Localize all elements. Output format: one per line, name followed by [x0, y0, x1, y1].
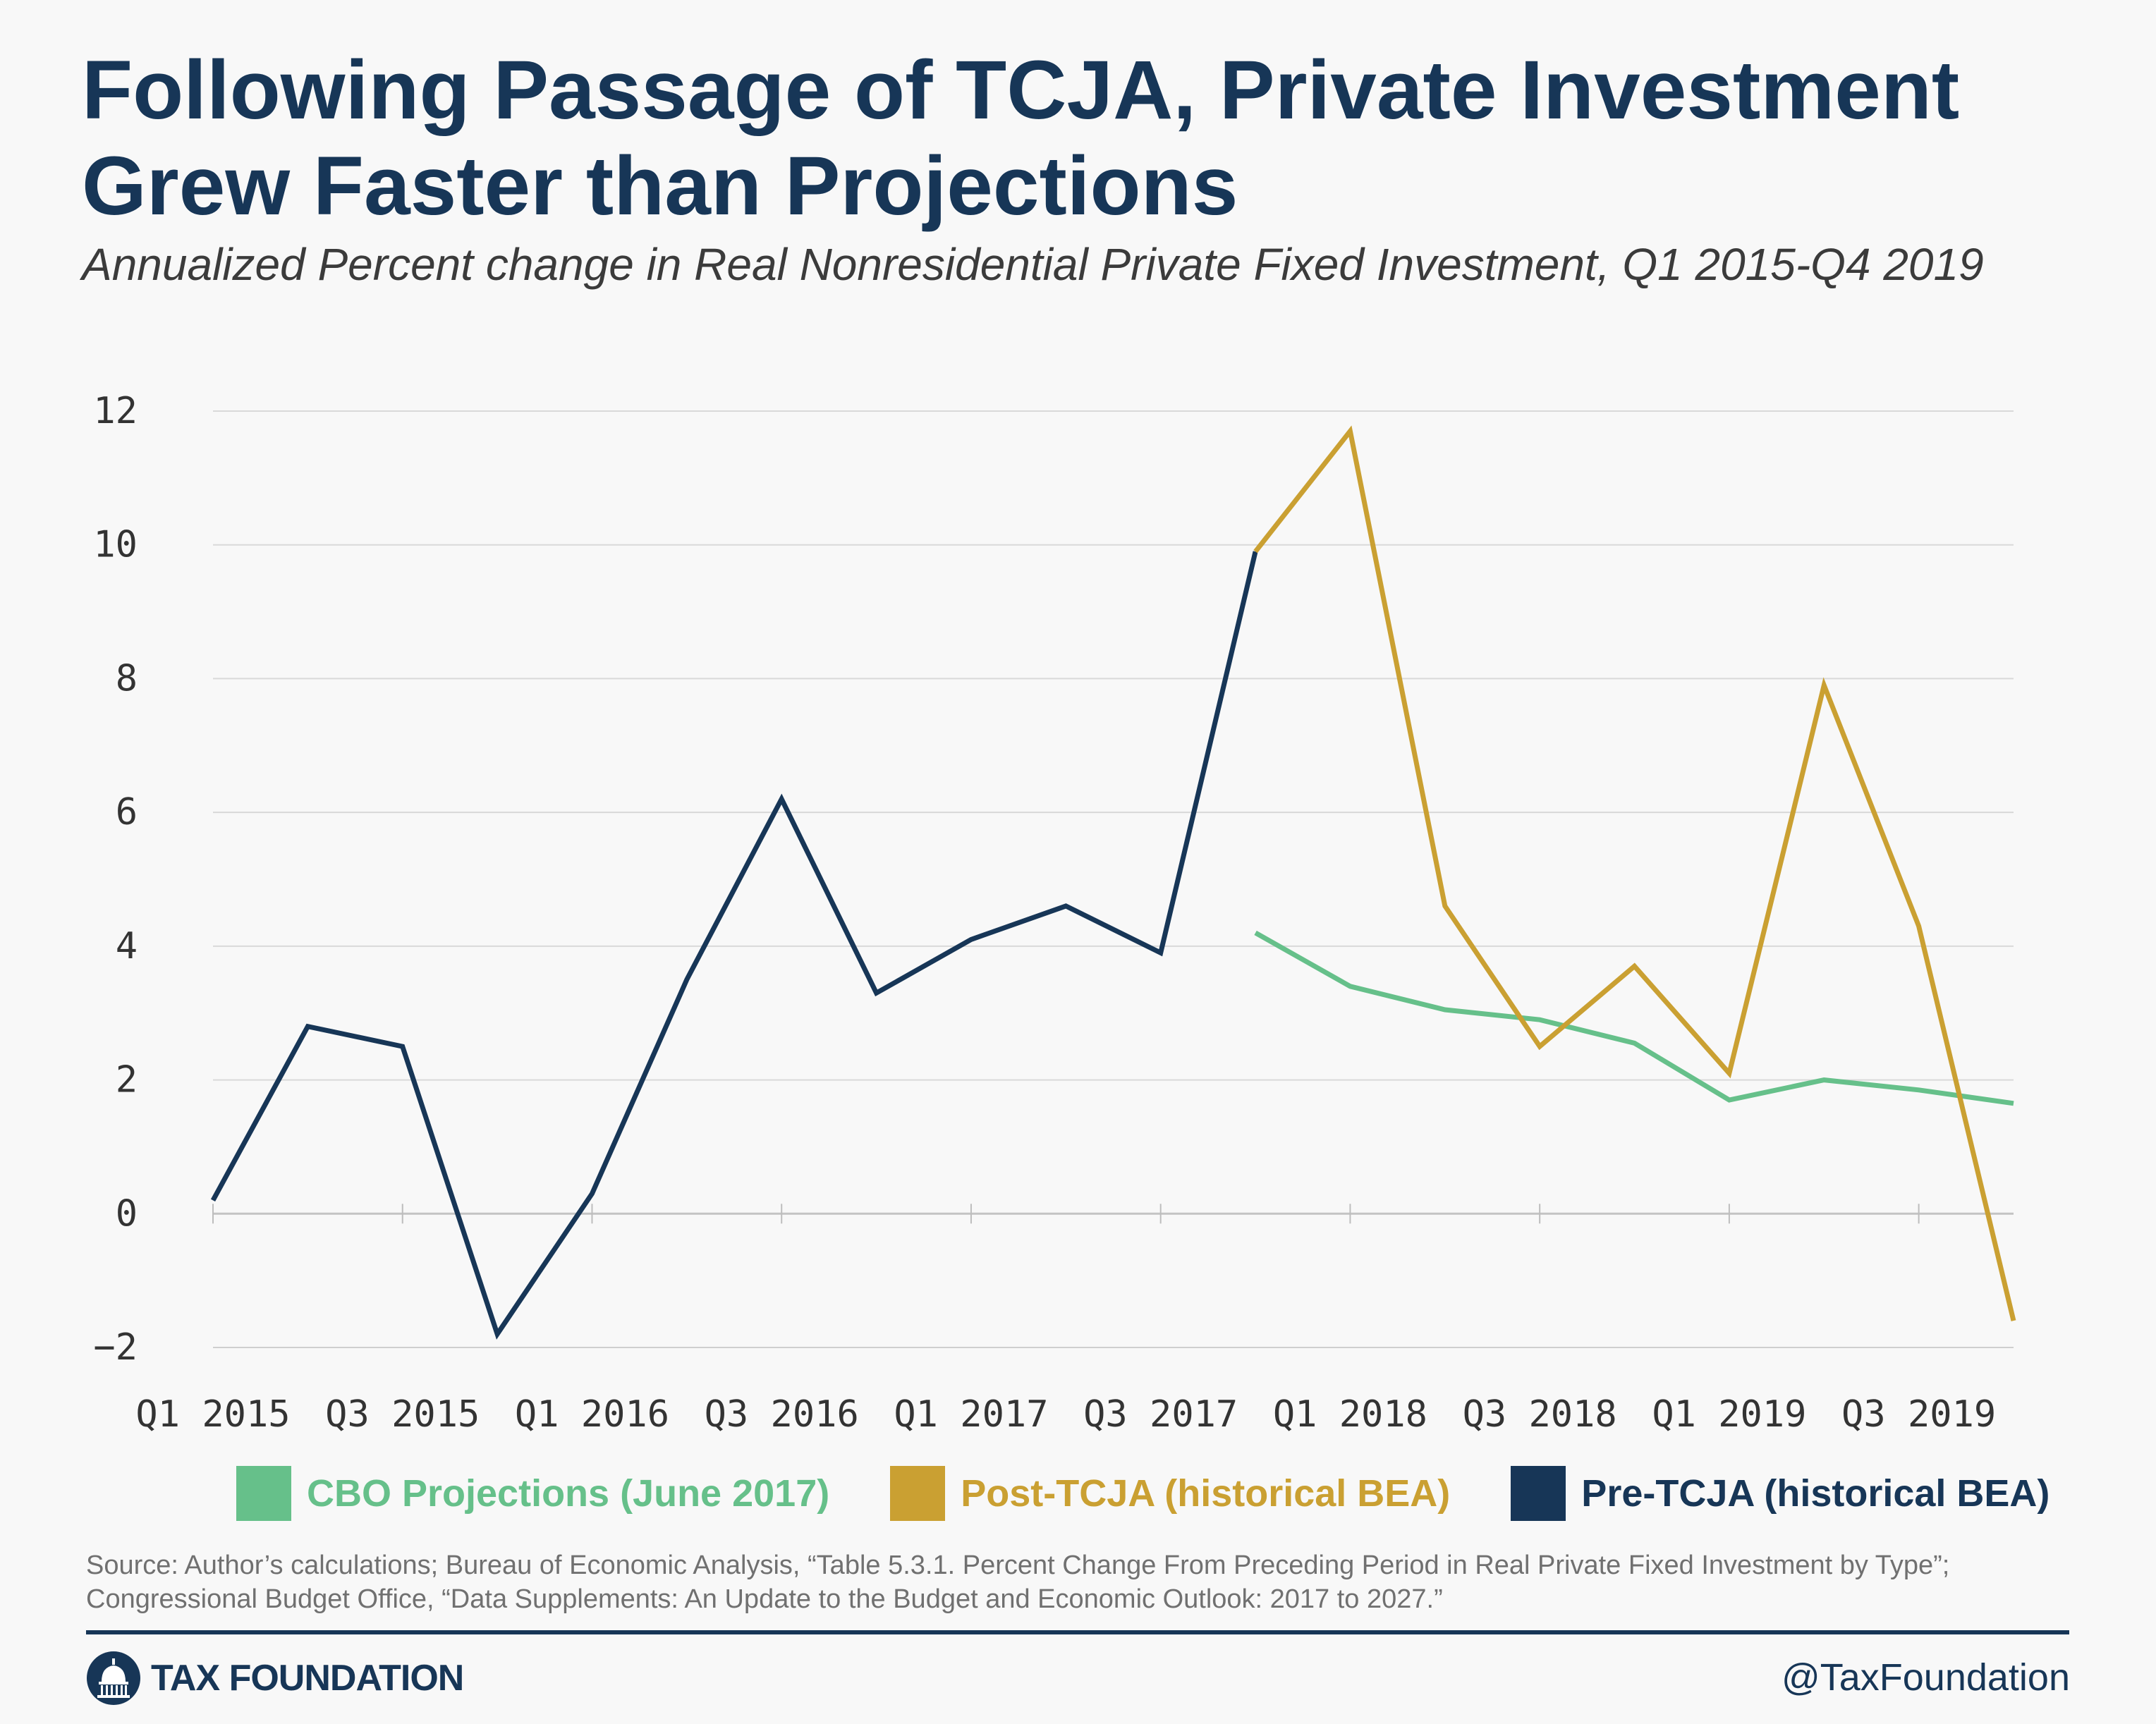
source-note: Source: Author’s calculations; Bureau of… [86, 1551, 1950, 1614]
chart-title: Following Passage of TCJA, Private Inves… [82, 44, 1960, 233]
y-tick-label: 2 [116, 1059, 138, 1101]
chart-subtitle: Annualized Percent change in Real Nonres… [82, 239, 1984, 290]
series-line-post-tcja-historical-bea [1253, 425, 2016, 1321]
twitter-handle-link[interactable]: @TaxFoundation [1781, 1656, 2070, 1699]
x-tick-label: Q3 2017 [1083, 1393, 1238, 1436]
legend-label-pre-tcja: Pre-TCJA (historical BEA) [1581, 1472, 2050, 1515]
x-tick-label: Q1 2018 [1273, 1393, 1427, 1436]
chart-legend: CBO Projections (June 2017) Post-TCJA (h… [236, 1465, 2110, 1522]
legend-item-cbo: CBO Projections (June 2017) [236, 1466, 829, 1521]
y-tick-label: 8 [116, 657, 138, 699]
brand: TAX FOUNDATION [86, 1650, 464, 1706]
y-tick-label: 12 [93, 390, 138, 432]
legend-item-post-tcja: Post-TCJA (historical BEA) [890, 1466, 1450, 1521]
y-tick-label: 10 [93, 524, 138, 566]
legend-label-cbo: CBO Projections (June 2017) [307, 1472, 830, 1515]
x-tick-label: Q3 2015 [325, 1393, 480, 1436]
x-tick-label: Q1 2019 [1652, 1393, 1806, 1436]
x-tick-label: Q1 2017 [894, 1393, 1048, 1436]
x-tick-label: Q1 2016 [515, 1393, 669, 1436]
y-tick-label: 6 [116, 791, 138, 833]
x-tick-label: Q3 2018 [1463, 1393, 1617, 1436]
legend-label-post-tcja: Post-TCJA (historical BEA) [961, 1472, 1451, 1515]
capitol-dome-icon [87, 1651, 140, 1705]
gridlines [213, 410, 2014, 1348]
line-chart: −2 0 2 4 6 8 10 12 Q1 2015 Q3 2015 Q1 2016 Q3 2016… [93, 390, 2016, 1436]
series-line-cbo-projections-june-2017 [1254, 930, 2014, 1106]
legend-swatch-cbo [236, 1466, 291, 1521]
legend-item-pre-tcja: Pre-TCJA (historical BEA) [1511, 1466, 2050, 1521]
y-tick-label: −2 [93, 1326, 138, 1369]
y-tick-label: 0 [116, 1192, 138, 1235]
y-axis: −2 0 2 4 6 8 10 12 [93, 390, 138, 1369]
legend-swatch-post-tcja [890, 1466, 946, 1521]
x-tick-label: Q3 2019 [1841, 1393, 1996, 1436]
x-axis: Q1 2015 Q3 2015 Q1 2016 Q3 2016 Q1 2017 Q3 20… [135, 1204, 2014, 1436]
y-tick-label: 4 [116, 925, 138, 967]
series-line-pre-tcja-historical-bea [210, 551, 1258, 1340]
x-tick-label: Q3 2016 [705, 1393, 859, 1436]
footer-divider [86, 1630, 2069, 1634]
x-tick-label: Q1 2015 [135, 1393, 290, 1436]
series-lines [210, 425, 2016, 1340]
brand-name: TAX FOUNDATION [151, 1658, 464, 1699]
legend-swatch-pre-tcja [1511, 1466, 1566, 1521]
